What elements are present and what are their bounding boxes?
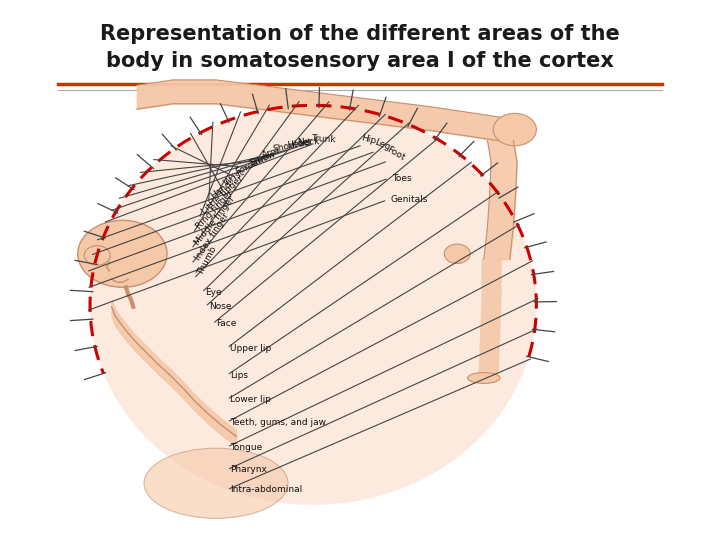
Text: Face: Face <box>216 320 236 328</box>
Text: Leg: Leg <box>373 138 392 152</box>
Text: Upper lip: Upper lip <box>230 344 271 353</box>
Circle shape <box>78 220 167 287</box>
Text: Genitals: Genitals <box>391 195 428 204</box>
Text: Neck: Neck <box>297 137 320 147</box>
Text: Toes: Toes <box>392 174 412 183</box>
Text: Middle finger: Middle finger <box>193 194 237 247</box>
Text: Tongue: Tongue <box>230 443 263 451</box>
Text: Hip: Hip <box>360 133 377 146</box>
Text: Arm: Arm <box>261 146 281 160</box>
Ellipse shape <box>90 105 536 505</box>
Text: Lips: Lips <box>230 371 248 380</box>
Circle shape <box>444 244 470 264</box>
Text: Nose: Nose <box>209 302 231 311</box>
Circle shape <box>84 246 110 265</box>
Text: Forearm: Forearm <box>234 152 271 177</box>
Text: Representation of the different areas of the: Representation of the different areas of… <box>100 24 620 44</box>
Text: Thumb: Thumb <box>196 245 218 276</box>
Text: Wrist: Wrist <box>222 168 246 188</box>
Text: Elbow: Elbow <box>248 149 276 167</box>
Text: Intra-abdominal: Intra-abdominal <box>230 485 302 494</box>
Text: Ring finger: Ring finger <box>194 188 235 231</box>
Ellipse shape <box>468 373 500 383</box>
Text: Shoulder: Shoulder <box>272 137 314 154</box>
Text: Lower lip: Lower lip <box>230 395 271 404</box>
Ellipse shape <box>144 448 288 518</box>
Text: Little finger: Little finger <box>200 174 246 216</box>
Text: Hand: Hand <box>209 179 233 201</box>
Text: Trunk: Trunk <box>311 134 336 145</box>
Text: Foot: Foot <box>385 145 407 162</box>
Text: body in somatosensory area I of the cortex: body in somatosensory area I of the cort… <box>106 51 614 71</box>
Text: Teeth, gums, and jaw: Teeth, gums, and jaw <box>230 418 326 427</box>
Text: Head: Head <box>286 138 310 150</box>
Circle shape <box>493 113 536 146</box>
Text: Index finger: Index finger <box>193 211 230 262</box>
Text: Eye: Eye <box>205 288 222 297</box>
Text: Pharynx: Pharynx <box>230 465 267 474</box>
